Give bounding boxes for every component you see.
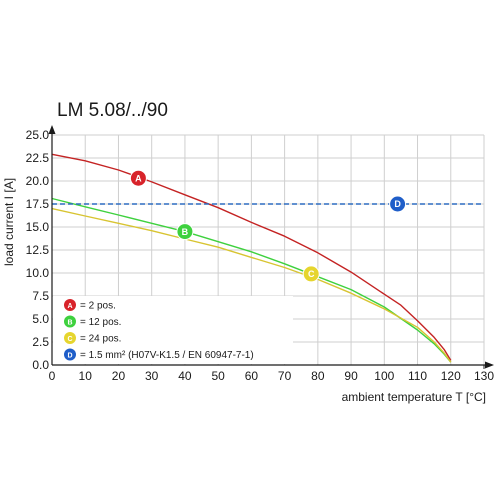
series-marker-letter: A	[135, 173, 142, 183]
x-tick-label: 50	[211, 369, 225, 383]
x-tick-label: 120	[441, 369, 461, 383]
y-tick-label: 12.5	[26, 243, 50, 257]
series-marker-letter: C	[308, 269, 315, 279]
x-tick-label: 30	[145, 369, 159, 383]
y-tick-label: 25.0	[26, 128, 50, 142]
y-tick-label: 15.0	[26, 220, 50, 234]
series-line-c	[51, 207, 452, 363]
y-tick-label: 17.5	[26, 197, 50, 211]
series-line-b	[51, 197, 452, 363]
tick-labels: 0 10 20 30 40 50 60 70 80 90 100 110 120 130 0.0 2.5 5.0…	[26, 128, 495, 383]
x-tick-label: 20	[112, 369, 126, 383]
y-tick-label: 0.0	[32, 358, 49, 372]
legend-entry: = 24 pos.	[80, 334, 121, 345]
x-tick-label: 100	[374, 369, 394, 383]
y-tick-label: 7.5	[32, 289, 49, 303]
legend: A = 2 pos. B = 12 pos. C = 24 pos. D = 1.5 mm² …	[64, 299, 254, 361]
y-tick-label: 2.5	[32, 335, 49, 349]
legend-entry: = 1.5 mm² (H07V-K1.5 / EN 60947-7-1)	[80, 350, 254, 361]
chart-title: LM 5.08/../90	[57, 100, 168, 121]
x-tick-label: 80	[311, 369, 325, 383]
series-markers: A B C D	[129, 169, 407, 283]
x-axis-label: ambient temperature T [°C]	[342, 390, 486, 404]
legend-marker-letter: B	[67, 320, 72, 327]
legend-marker-d	[64, 348, 76, 361]
x-tick-label: 60	[245, 369, 259, 383]
y-tick-label: 22.5	[26, 151, 50, 165]
legend-entry: = 12 pos.	[80, 317, 121, 328]
x-tick-label: 70	[278, 369, 292, 383]
legend-marker-letter: C	[67, 336, 72, 343]
y-tick-label: 20.0	[26, 174, 50, 188]
series-marker-d	[389, 195, 407, 213]
series-marker-letter: B	[182, 227, 189, 237]
y-axis-arrow	[48, 125, 56, 134]
legend-marker-c	[64, 332, 76, 344]
legend-box	[53, 296, 293, 364]
y-tick-label: 5.0	[32, 312, 49, 326]
legend-entry: = 2 pos.	[80, 301, 116, 312]
series-marker-b	[176, 223, 194, 241]
x-tick-label: 110	[408, 369, 427, 383]
x-tick-label: 90	[344, 369, 358, 383]
x-tick-label: 0	[49, 369, 56, 383]
legend-marker-b	[64, 315, 76, 328]
x-tick-label: 40	[178, 369, 192, 383]
series-marker-a	[129, 169, 147, 187]
x-axis-arrow	[485, 361, 494, 369]
legend-background	[53, 296, 293, 364]
series-marker-c	[302, 265, 320, 283]
legend-marker-letter: D	[67, 353, 72, 360]
x-tick-label: 10	[79, 369, 93, 383]
series-marker-letter: D	[394, 199, 401, 209]
axes	[48, 125, 494, 369]
y-tick-label: 10.0	[26, 266, 50, 280]
legend-marker-a	[64, 299, 76, 311]
x-tick-label: 130	[474, 369, 494, 383]
y-axis-label: load current I [A]	[2, 178, 16, 266]
legend-marker-letter: A	[67, 303, 72, 310]
